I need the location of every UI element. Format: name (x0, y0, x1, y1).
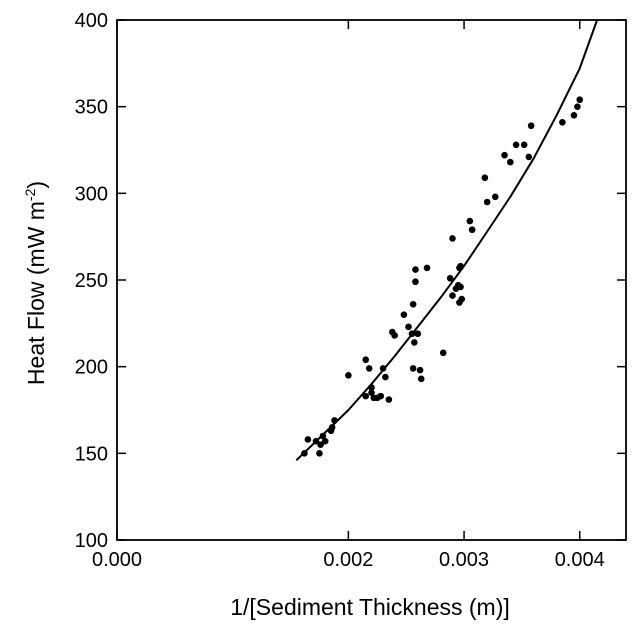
plot-area-frame (116, 19, 627, 541)
data-point (362, 392, 370, 400)
data-point (365, 365, 373, 372)
data-point (319, 432, 327, 440)
data-point (385, 396, 393, 403)
data-point (458, 295, 466, 303)
x-tick-label: 0.000 (92, 549, 142, 571)
fit-curve-layer (295, 19, 599, 462)
y-axis-ticks: 100 150 200 250 300 350 400 (75, 10, 626, 552)
data-point (412, 278, 419, 286)
x-tick-label: 0.004 (555, 549, 605, 571)
data-point (400, 311, 408, 318)
data-point (321, 437, 329, 445)
data-point (559, 118, 566, 126)
data-point (574, 103, 581, 110)
y-axis-title-main: Heat Flow (mW m (23, 201, 49, 385)
data-point (412, 266, 419, 273)
y-tick-label: 200 (75, 357, 108, 379)
y-tick-label: 150 (75, 443, 108, 465)
data-point (457, 262, 464, 270)
data-point (414, 330, 422, 338)
data-point (525, 153, 533, 161)
data-point (501, 151, 508, 159)
data-point (457, 283, 464, 291)
data-point (446, 274, 454, 282)
data-point (331, 417, 338, 424)
y-axis-title-superscript: -2 (22, 188, 38, 201)
data-point (576, 96, 584, 104)
y-tick-label: 400 (75, 10, 108, 32)
data-point (377, 392, 385, 400)
data-point (408, 330, 416, 338)
data-point (345, 372, 352, 379)
data-point (409, 365, 417, 372)
data-point (481, 174, 489, 182)
data-point (449, 292, 456, 299)
data-point (512, 141, 520, 149)
data-point (368, 384, 375, 391)
data-point (368, 389, 375, 396)
y-tick-label: 300 (75, 183, 108, 205)
data-point (379, 365, 387, 372)
data-point (507, 158, 514, 166)
data-point (316, 450, 323, 457)
data-point (301, 450, 308, 457)
x-tick-label: 0.003 (439, 549, 489, 571)
x-axis-title: 1/[Sediment Thickness (m)] (230, 594, 510, 620)
x-axis-ticks: 0.000 0.002 0.003 0.004 (92, 20, 605, 571)
data-point (449, 235, 456, 242)
data-point (468, 226, 476, 234)
data-point (405, 323, 412, 331)
data-point (409, 300, 417, 308)
data-point (439, 349, 447, 357)
y-axis-title-close: ) (23, 181, 49, 189)
data-point (570, 112, 578, 119)
data-point (417, 375, 425, 383)
data-point (483, 198, 491, 206)
data-point (328, 424, 336, 431)
data-point (411, 339, 418, 346)
y-tick-label: 350 (75, 97, 108, 119)
data-point (391, 332, 398, 339)
data-point (491, 193, 499, 201)
data-point (416, 366, 424, 374)
y-axis-title: Heat Flow (mW m-2) (22, 181, 49, 385)
fit-line (295, 19, 599, 462)
y-tick-label: 100 (75, 530, 108, 552)
y-tick-label: 250 (75, 270, 108, 292)
data-point (382, 373, 389, 381)
data-point (466, 217, 474, 225)
data-point (312, 437, 320, 445)
x-tick-label: 0.002 (323, 549, 373, 571)
data-point (423, 264, 431, 272)
data-point (362, 356, 370, 364)
data-points-layer (301, 96, 584, 457)
data-point (527, 122, 535, 130)
data-point (317, 441, 324, 448)
data-point (520, 141, 528, 149)
data-point (304, 436, 312, 443)
